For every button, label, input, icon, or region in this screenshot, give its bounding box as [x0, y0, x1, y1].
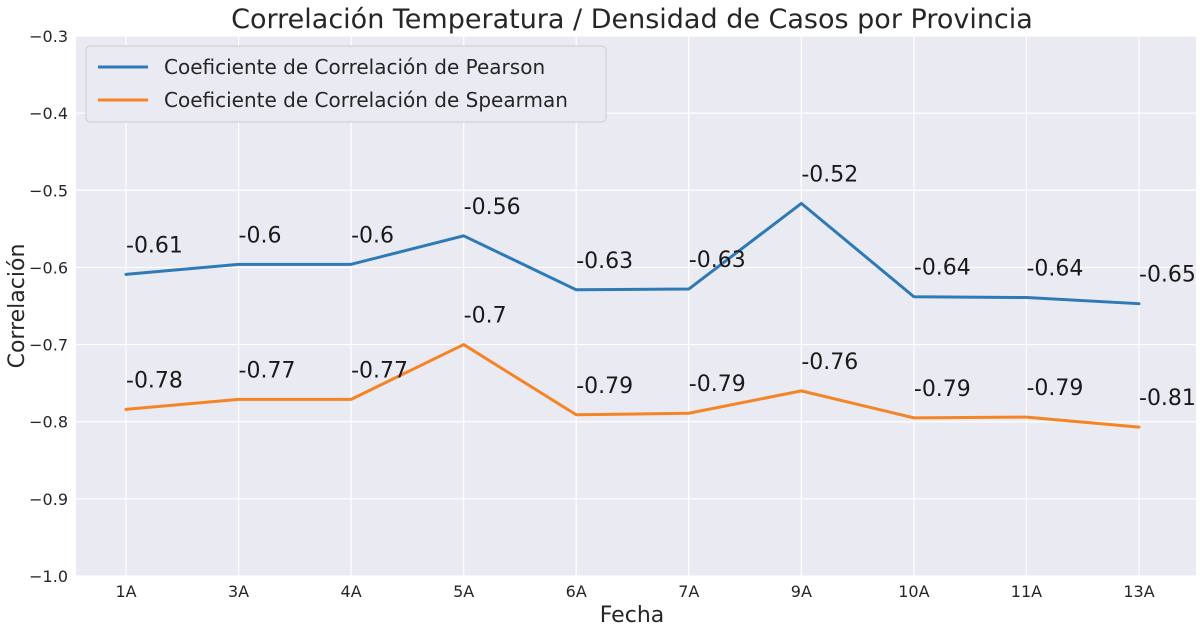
y-tick-label: −1.0 [29, 567, 68, 586]
y-axis-label: Correlación [5, 244, 30, 369]
x-tick-label: 6A [566, 582, 587, 601]
data-label: -0.78 [126, 368, 183, 393]
data-label: -0.6 [239, 223, 282, 248]
data-label: -0.64 [1026, 257, 1083, 282]
data-label: -0.64 [914, 256, 971, 281]
y-tick-label: −0.5 [29, 181, 68, 200]
x-tick-label: 13A [1123, 582, 1154, 601]
legend-label-spearman: Coeficiente de Correlación de Spearman [164, 88, 568, 112]
data-label: -0.81 [1139, 386, 1196, 411]
data-label: -0.79 [1026, 376, 1083, 401]
x-tick-label: 7A [678, 582, 699, 601]
series-lines [124, 201, 1141, 429]
legend: Coeficiente de Correlación de Pearson Co… [85, 45, 607, 123]
y-tick-label: −0.3 [29, 27, 68, 46]
y-tick-labels: −0.3 −0.4 −0.5 −0.6 −0.7 −0.8 −0.9 −1.0 [29, 27, 68, 586]
series-line-1 [124, 343, 1141, 429]
data-label: -0.79 [576, 374, 633, 399]
x-axis-label: Fecha [600, 603, 665, 628]
plot-area [76, 36, 1196, 576]
data-label: -0.79 [689, 372, 746, 397]
x-tick-label: 3A [228, 582, 249, 601]
x-tick-label: 4A [341, 582, 362, 601]
data-labels: -0.61 -0.6 -0.6 -0.56 -0.63 -0.63 -0.52 -0.64 -0… [126, 162, 1196, 411]
data-label: -0.6 [351, 223, 394, 248]
data-label: -0.7 [464, 304, 507, 329]
y-tick-label: −0.9 [29, 490, 68, 509]
data-label: -0.61 [126, 233, 183, 258]
data-label: -0.76 [801, 350, 858, 375]
x-tick-label: 5A [453, 582, 474, 601]
grid-lines [76, 35, 1196, 577]
data-label: -0.77 [351, 358, 408, 383]
x-tick-label: 9A [791, 582, 812, 601]
y-tick-label: −0.6 [29, 258, 68, 277]
y-tick-label: −0.4 [29, 104, 68, 123]
data-label: -0.52 [801, 162, 858, 187]
x-tick-labels: 1A 3A 4A 5A 6A 7A 9A 10A 11A 13A [115, 582, 1154, 601]
data-label: -0.77 [239, 358, 296, 383]
y-tick-label: −0.7 [29, 336, 68, 355]
x-tick-label: 11A [1011, 582, 1042, 601]
legend-label-pearson: Coeficiente de Correlación de Pearson [164, 55, 545, 79]
data-label: -0.63 [576, 249, 633, 274]
y-tick-label: −0.8 [29, 413, 68, 432]
chart-title: Correlación Temperatura / Densidad de Ca… [231, 4, 1033, 35]
data-label: -0.65 [1139, 263, 1196, 288]
x-tick-label: 10A [898, 582, 929, 601]
data-label: -0.63 [689, 248, 746, 273]
legend-box [85, 45, 607, 123]
data-label: -0.79 [914, 377, 971, 402]
series-line-0 [124, 201, 1141, 306]
x-tick-label: 1A [115, 582, 136, 601]
data-label: -0.56 [464, 195, 521, 220]
